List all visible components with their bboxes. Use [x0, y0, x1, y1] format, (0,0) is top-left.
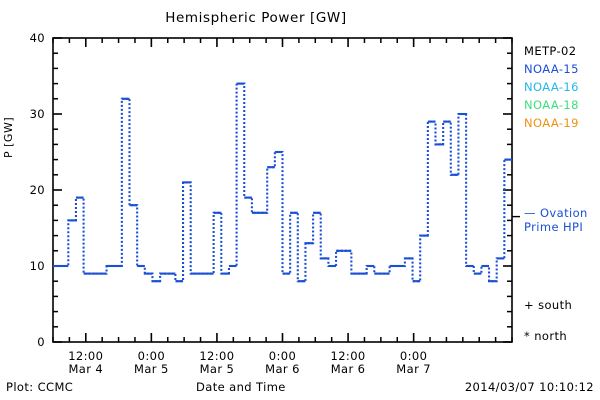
- ovation-legend: — Ovation Prime HPI: [524, 206, 588, 234]
- legend-entry-noaa-18: NOAA-18: [524, 98, 579, 112]
- x-tick-label: 12:00 Mar 6: [316, 350, 380, 376]
- x-tick-label: 0:00 Mar 7: [382, 350, 446, 376]
- asterisk-icon: *: [524, 329, 531, 343]
- y-tick-label: 20: [29, 183, 45, 197]
- ovation-dash-icon: —: [524, 206, 536, 220]
- legend-entry-noaa-16: NOAA-16: [524, 80, 579, 94]
- legend-entry-metp-02: METP-02: [524, 44, 577, 58]
- x-tick-time: 12:00: [199, 349, 235, 363]
- plus-icon: +: [524, 298, 535, 312]
- x-tick-time: 0:00: [399, 349, 428, 363]
- legend-marker-north-label: north: [534, 329, 568, 343]
- x-tick-label: 0:00 Mar 6: [251, 350, 315, 376]
- x-tick-time: 0:00: [137, 349, 166, 363]
- x-axis-label: Date and Time: [196, 380, 286, 394]
- satellite-legend: METP-02 NOAA-15 NOAA-16 NOAA-18 NOAA-19: [524, 42, 600, 132]
- page-title: Hemispheric Power [GW]: [165, 10, 347, 26]
- legend-entry-noaa-15: NOAA-15: [524, 62, 579, 76]
- legend-marker-south: + south: [524, 298, 572, 312]
- x-tick-date: Mar 6: [330, 362, 366, 376]
- x-tick-date: Mar 4: [68, 362, 104, 376]
- footer-timestamp: 2014/03/07 10:10:12: [464, 380, 594, 394]
- ovation-legend-label-line1: Ovation: [539, 206, 588, 220]
- ovation-legend-label-line2: Prime HPI: [524, 219, 584, 234]
- x-tick-date: Mar 7: [396, 362, 431, 376]
- x-tick-label: 12:00 Mar 5: [185, 350, 249, 376]
- x-tick-time: 0:00: [268, 349, 297, 363]
- x-tick-date: Mar 5: [199, 362, 235, 376]
- legend-marker-south-label: south: [538, 298, 573, 312]
- x-tick-time: 12:00: [330, 349, 366, 363]
- x-tick-label: 12:00 Mar 4: [54, 350, 118, 376]
- x-tick-date: Mar 5: [134, 362, 169, 376]
- y-tick-label: 30: [29, 107, 45, 121]
- legend-marker-north: * north: [524, 329, 567, 343]
- legend-entry-noaa-19: NOAA-19: [524, 116, 579, 130]
- y-tick-label: 0: [37, 335, 45, 349]
- y-tick-label: 40: [29, 31, 45, 45]
- x-tick-time: 12:00: [68, 349, 104, 363]
- x-tick-date: Mar 6: [265, 362, 300, 376]
- y-tick-label: 10: [29, 259, 45, 273]
- x-tick-label: 0:00 Mar 5: [119, 350, 183, 376]
- footer-credit: Plot: CCMC: [6, 380, 74, 394]
